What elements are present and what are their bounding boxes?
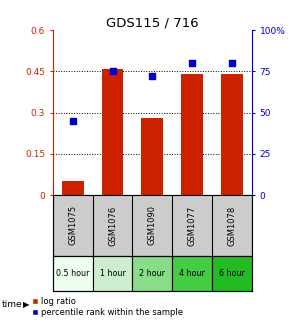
Point xyxy=(150,74,155,79)
Text: GSM1075: GSM1075 xyxy=(68,205,77,246)
Bar xyxy=(212,256,252,291)
Text: 0.5 hour: 0.5 hour xyxy=(56,269,89,278)
Bar xyxy=(142,118,163,195)
Text: GSM1076: GSM1076 xyxy=(108,205,117,246)
Bar xyxy=(181,74,203,195)
Text: 2 hour: 2 hour xyxy=(139,269,165,278)
Bar xyxy=(132,256,172,291)
Text: time: time xyxy=(1,300,22,308)
Bar xyxy=(93,256,132,291)
Text: 6 hour: 6 hour xyxy=(219,269,245,278)
Text: GSM1090: GSM1090 xyxy=(148,205,157,245)
Point xyxy=(70,118,75,124)
Point xyxy=(230,60,234,66)
Legend: log ratio, percentile rank within the sample: log ratio, percentile rank within the sa… xyxy=(29,294,186,321)
Title: GDS115 / 716: GDS115 / 716 xyxy=(106,16,199,29)
Point xyxy=(190,60,195,66)
Bar xyxy=(221,74,243,195)
Bar xyxy=(62,181,84,195)
Bar xyxy=(172,256,212,291)
Bar xyxy=(102,69,123,195)
Point xyxy=(110,69,115,74)
Text: 4 hour: 4 hour xyxy=(179,269,205,278)
Text: 1 hour: 1 hour xyxy=(100,269,125,278)
Bar xyxy=(53,256,93,291)
Text: GSM1078: GSM1078 xyxy=(228,205,236,246)
Text: ▶: ▶ xyxy=(23,300,29,308)
Text: GSM1077: GSM1077 xyxy=(188,205,197,246)
